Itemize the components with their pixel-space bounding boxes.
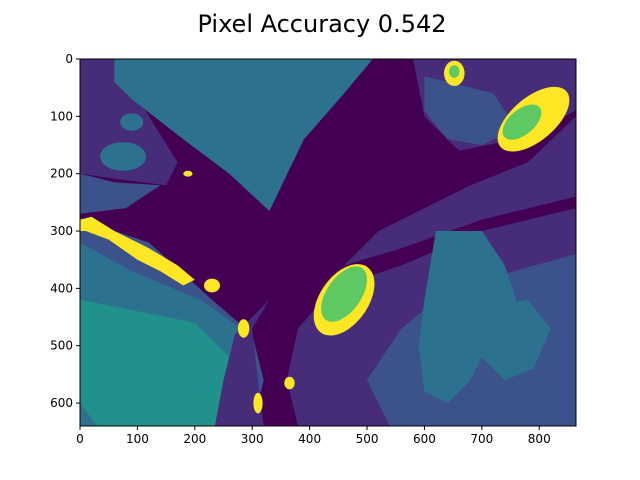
y-tick-label: 600	[50, 396, 73, 410]
y-tick-label: 0	[65, 52, 73, 66]
x-tick-label: 700	[470, 432, 493, 446]
heatmap-region-tree-cluster	[418, 231, 517, 404]
x-tick-label: 600	[413, 432, 436, 446]
heatmap-region-right-band	[344, 116, 576, 266]
x-tick-label: 0	[76, 432, 84, 446]
y-axis: 0 100 200 300 400 500 600	[50, 52, 80, 410]
heatmap-region-water-top	[114, 59, 373, 211]
x-tick-label: 500	[356, 432, 379, 446]
heatmap-object-shore-blob-lower	[237, 319, 250, 338]
axes-frame	[79, 58, 577, 427]
y-tick-label: 400	[50, 281, 73, 295]
y-tick-label: 500	[50, 339, 73, 353]
heatmap-patch-upper-left	[100, 142, 147, 171]
heatmap-object-shore-blob-bottom	[253, 392, 263, 414]
heatmap-object-shore-strip	[80, 216, 195, 286]
y-tick-label: 300	[50, 224, 73, 238]
plot-area	[80, 59, 576, 426]
x-tick-label: 300	[241, 432, 264, 446]
chart-title: Pixel Accuracy 0.542	[197, 10, 446, 38]
x-tick-label: 400	[298, 432, 321, 446]
x-tick-label: 100	[126, 432, 149, 446]
heatmap-object-small-blob	[284, 376, 295, 390]
heatmap-object-vehicle-fill	[502, 104, 542, 140]
heatmap-region-top-right-inner	[424, 76, 517, 145]
heatmap-object-shore-blob	[204, 278, 220, 293]
x-axis: 0 100 200 300 400 500 600 700 800	[76, 426, 551, 446]
heatmap-patch-upper-left-small	[120, 113, 144, 131]
y-tick-label: 100	[50, 109, 73, 123]
x-tick-label: 800	[528, 432, 551, 446]
heatmap-object-top-blob-fill	[449, 65, 460, 78]
y-tick-label: 200	[50, 167, 73, 181]
heatmap-object-tiny-blob	[183, 170, 193, 177]
heatmap-region-tree-cluster-right	[481, 299, 551, 381]
x-tick-label: 200	[183, 432, 206, 446]
heatmap-region-left-mid	[80, 59, 161, 214]
heatmap-object-boat-center-fill	[321, 266, 368, 322]
heatmap-region-water-left	[80, 299, 235, 426]
